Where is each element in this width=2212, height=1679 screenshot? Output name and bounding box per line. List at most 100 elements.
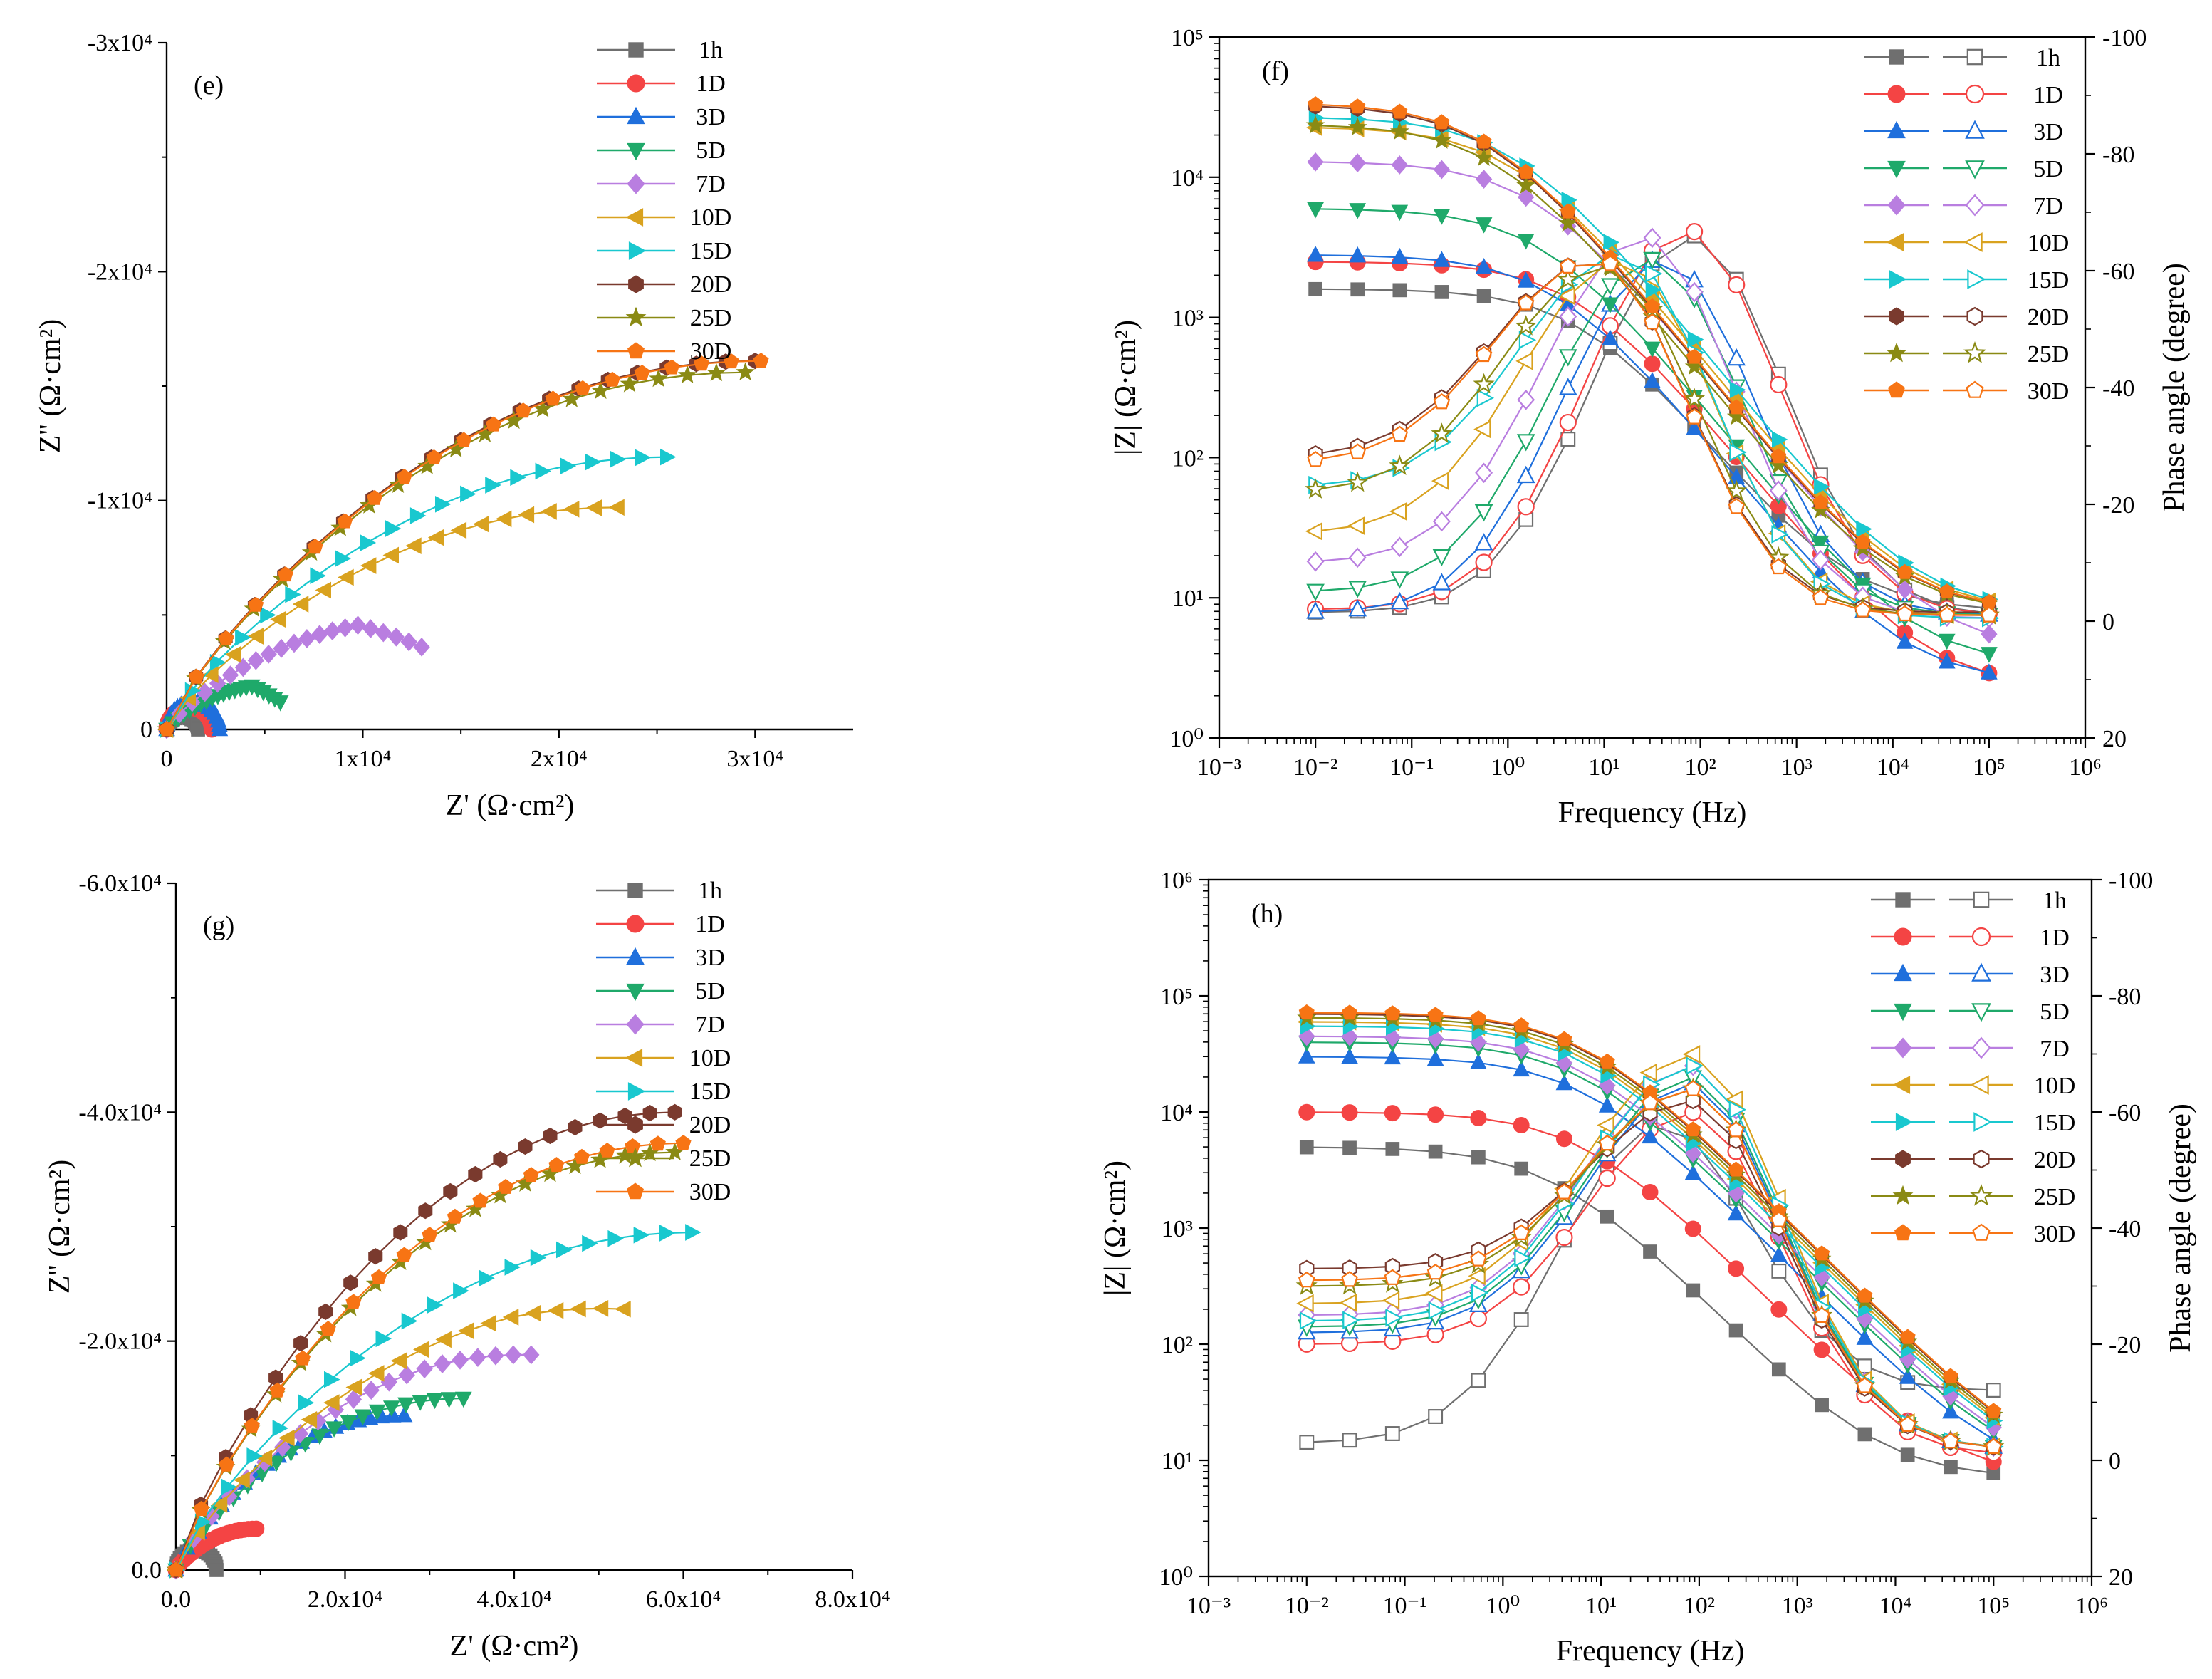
modulus-point: [1854, 534, 1871, 549]
modulus-point: [1514, 1161, 1529, 1176]
series-30D: [167, 1135, 692, 1577]
data-point: [362, 1381, 380, 1400]
data-point: [343, 1274, 358, 1291]
data-point: [301, 1410, 318, 1428]
data-point: [664, 359, 680, 375]
x-tick-label: 10⁵: [1973, 754, 2005, 781]
data-point: [457, 1322, 474, 1340]
x-tick-label: 10¹: [1585, 1593, 1617, 1619]
modulus-point: [1513, 1017, 1530, 1033]
modulus-point: [1599, 1053, 1615, 1069]
data-point: [209, 653, 226, 671]
data-point: [285, 586, 301, 603]
modulus-point: [1516, 175, 1536, 194]
phase-point: [1349, 443, 1366, 459]
data-point: [685, 1224, 701, 1241]
data-point: [370, 1269, 387, 1284]
data-point: [271, 695, 289, 712]
legend-marker-filled: [1894, 1037, 1912, 1059]
modulus-point: [1561, 191, 1577, 209]
modulus-point: [1600, 1209, 1614, 1224]
phase-point: [1474, 504, 1493, 522]
legend-marker: [627, 173, 645, 194]
modulus-point: [1899, 1329, 1916, 1344]
phase-point: [1686, 1056, 1704, 1075]
phase-point: [1854, 601, 1872, 618]
data-point: [659, 1225, 676, 1242]
phase-point: [1684, 1080, 1701, 1096]
panel-label: (e): [194, 71, 224, 100]
phase-point: [1475, 462, 1493, 484]
legend-marker: [628, 241, 647, 260]
data-point: [469, 1348, 486, 1367]
data-point: [400, 632, 417, 652]
legend-label: 30D: [2034, 1221, 2076, 1247]
phase-point: [1601, 278, 1619, 296]
modulus-point: [1938, 653, 1956, 669]
phase-point: [1469, 1309, 1487, 1328]
data-point: [480, 1314, 496, 1332]
y-tick-label: 10²: [1162, 1332, 1193, 1358]
legend-label: 3D: [2033, 119, 2063, 145]
y2-tick-label: -100: [2102, 25, 2146, 51]
modulus-point: [1772, 431, 1788, 448]
modulus-point: [1938, 633, 1956, 650]
legend-marker-filled: [1889, 270, 1907, 289]
phase-point: [1559, 413, 1577, 432]
phase-point: [1515, 352, 1533, 370]
legend-label: 30D: [690, 338, 732, 365]
data-point: [409, 507, 427, 524]
data-point: [310, 567, 326, 585]
legend-label: 1h: [698, 878, 722, 904]
modulus-point: [1728, 1260, 1745, 1277]
legend-marker: [625, 1049, 643, 1067]
data-point: [338, 568, 354, 586]
data-point: [311, 1428, 328, 1445]
data-point: [592, 1299, 609, 1317]
data-point: [573, 1148, 590, 1164]
data-point: [218, 630, 234, 645]
y-tick-label: 10³: [1162, 1216, 1193, 1242]
data-point: [694, 355, 710, 371]
x-tick-label: 10⁶: [2069, 754, 2102, 781]
legend-label: 5D: [695, 978, 725, 1004]
legend-label: 7D: [695, 1012, 725, 1038]
modulus-point: [1299, 1140, 1314, 1155]
legend-marker-open: [1972, 1223, 1991, 1241]
x-tick-label: 10⁰: [1486, 1593, 1520, 1619]
y2-tick-label: -20: [2109, 1332, 2141, 1358]
phase-point: [1382, 1291, 1400, 1310]
data-point: [456, 432, 472, 447]
modulus-point: [1942, 1368, 1958, 1383]
phase-point: [1432, 549, 1451, 567]
legend-label: 10D: [2028, 230, 2070, 256]
y-tick-label: 10³: [1172, 306, 1204, 332]
data-point: [405, 537, 422, 555]
data-point: [219, 1456, 235, 1472]
y2-tick-label: -20: [2102, 492, 2134, 519]
data-point: [345, 1390, 362, 1409]
y-tick-label: -6.0x10⁴: [78, 870, 162, 897]
data-point: [396, 1247, 412, 1262]
legend-label: 7D: [2033, 193, 2063, 219]
phase-point: [1390, 571, 1409, 589]
modulus-point: [1475, 258, 1493, 274]
data-point: [396, 468, 412, 484]
legend-marker-open: [1965, 120, 1985, 139]
modulus-point: [1728, 399, 1745, 415]
modulus-point: [1727, 1204, 1745, 1221]
y-tick-label: -2.0x10⁴: [78, 1329, 162, 1355]
phase-point: [1476, 388, 1495, 407]
data-point: [723, 353, 739, 369]
x-tick-label: 10⁶: [2075, 1593, 2108, 1619]
legend-marker: [627, 142, 645, 161]
phase-point: [1517, 498, 1535, 516]
modulus-point: [1305, 115, 1325, 134]
legend-marker: [627, 342, 645, 359]
phase-point: [1426, 1263, 1444, 1280]
phase-point: [1813, 1306, 1830, 1324]
phase-point: [1685, 1091, 1701, 1110]
modulus-point: [1518, 163, 1534, 179]
data-point: [390, 1352, 407, 1370]
legend-label: 1D: [2040, 925, 2070, 951]
